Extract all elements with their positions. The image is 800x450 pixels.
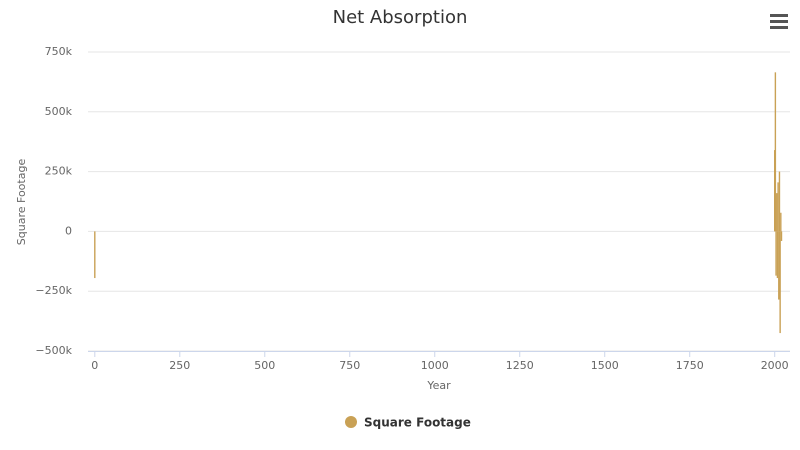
bar — [780, 231, 783, 241]
legend-marker — [345, 416, 357, 428]
x-tick-label: 750 — [339, 359, 360, 372]
menu-bar — [770, 14, 788, 17]
y-tick-label: −500k — [35, 344, 72, 357]
y-tick-label: 250k — [45, 165, 73, 178]
y-tick-label: −250k — [35, 284, 72, 297]
x-tick-label: 1750 — [676, 359, 704, 372]
x-tick-label: 1500 — [591, 359, 619, 372]
x-axis-label: Year — [426, 379, 451, 392]
x-tick-label: 250 — [169, 359, 190, 372]
bar — [94, 231, 96, 279]
x-tick-label: 500 — [254, 359, 275, 372]
bar — [778, 231, 780, 300]
bar — [776, 193, 778, 232]
bar — [777, 182, 779, 232]
x-tick-label: 0 — [91, 359, 98, 372]
legend-label: Square Footage — [364, 416, 471, 430]
y-axis-label: Square Footage — [15, 159, 28, 246]
chart-title: Net Absorption — [333, 7, 468, 28]
x-tick-label: 2000 — [761, 359, 789, 372]
menu-bar — [770, 26, 788, 29]
y-tick-label: 750k — [45, 45, 73, 58]
menu-button[interactable] — [770, 14, 788, 29]
bar — [779, 231, 781, 334]
bar — [776, 231, 779, 279]
bar — [780, 212, 782, 232]
bar — [775, 231, 777, 276]
y-tick-label: 500k — [45, 105, 73, 118]
y-tick-label: 0 — [65, 224, 72, 237]
x-tick-label: 1250 — [506, 359, 534, 372]
x-tick-label: 1000 — [421, 359, 449, 372]
bar — [778, 171, 781, 232]
menu-bar — [770, 20, 788, 23]
bar — [774, 72, 777, 232]
